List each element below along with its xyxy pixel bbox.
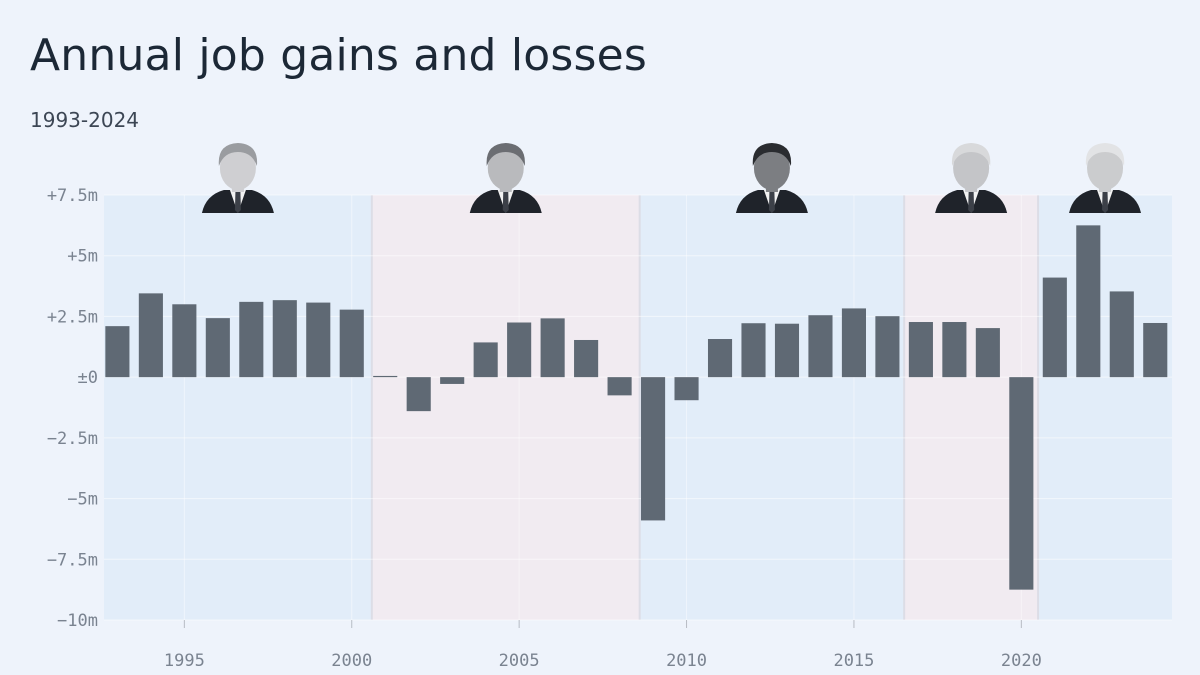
bar-2013 <box>774 323 800 378</box>
bar-2006 <box>540 318 565 378</box>
bar-2004 <box>473 342 498 378</box>
bar-1993 <box>105 326 130 378</box>
bar-1996 <box>205 318 230 378</box>
y-tick-label: −7.5m <box>47 550 98 570</box>
bar-1999 <box>306 302 331 378</box>
biden-portrait <box>1069 143 1142 213</box>
bar-2003 <box>440 377 465 384</box>
clinton-portrait <box>201 143 274 213</box>
bars <box>105 225 1168 590</box>
y-tick-label: −10m <box>57 611 98 631</box>
bar-2014 <box>808 315 833 378</box>
bar-2018 <box>942 322 967 378</box>
chart-subtitle: 1993-2024 <box>30 108 140 132</box>
bar-2015 <box>841 308 866 378</box>
chart-title: Annual job gains and losses <box>30 30 648 81</box>
bar-2020 <box>1009 377 1034 590</box>
bar-2016 <box>875 316 900 378</box>
bar-2009 <box>641 377 666 521</box>
bar-2024 <box>1143 322 1168 378</box>
trump-portrait <box>935 143 1008 213</box>
x-axis: 1995 2000 2005 2010 2015 2020 <box>164 620 1042 671</box>
bar-1995 <box>172 304 197 378</box>
x-tick-label: 2015 <box>833 651 874 671</box>
bar-2017 <box>908 322 933 378</box>
bar-2002 <box>406 377 431 412</box>
bar-2019 <box>975 328 1000 378</box>
presidency-band-5 <box>1038 195 1172 620</box>
bar-2022 <box>1076 225 1101 378</box>
bar-2010 <box>674 377 699 401</box>
y-tick-label: −2.5m <box>47 429 98 449</box>
presidency-band-1 <box>104 195 372 620</box>
bar-2021 <box>1042 277 1067 378</box>
x-tick-label: 2005 <box>499 651 540 671</box>
bar-2005 <box>507 322 532 378</box>
y-tick-label: +5m <box>67 247 98 267</box>
bar-2008 <box>607 377 632 396</box>
bar-2007 <box>574 339 599 378</box>
bar-2011 <box>707 339 733 378</box>
x-tick-label: 2020 <box>1001 651 1042 671</box>
obama-portrait <box>735 143 808 213</box>
bar-1994 <box>138 293 163 378</box>
bar-1997 <box>239 301 264 378</box>
presidency-band-3 <box>639 195 905 620</box>
x-tick-label: 1995 <box>164 651 205 671</box>
bar-2023 <box>1109 291 1134 378</box>
y-tick-label: −5m <box>67 490 98 510</box>
y-tick-label: ±0 <box>78 368 98 388</box>
bar-2000 <box>339 309 364 378</box>
bar-1998 <box>272 300 297 378</box>
president-portraits <box>201 143 1142 213</box>
bar-2012 <box>741 323 766 378</box>
bush-portrait <box>469 143 542 213</box>
y-axis: +7.5m +5m +2.5m ±0 −2.5m −5m −7.5m −10m <box>47 186 98 631</box>
x-tick-label: 2000 <box>331 651 372 671</box>
y-tick-label: +2.5m <box>47 307 98 327</box>
y-tick-label: +7.5m <box>47 186 98 206</box>
x-tick-label: 2010 <box>666 651 707 671</box>
bar-2001 <box>373 375 398 378</box>
